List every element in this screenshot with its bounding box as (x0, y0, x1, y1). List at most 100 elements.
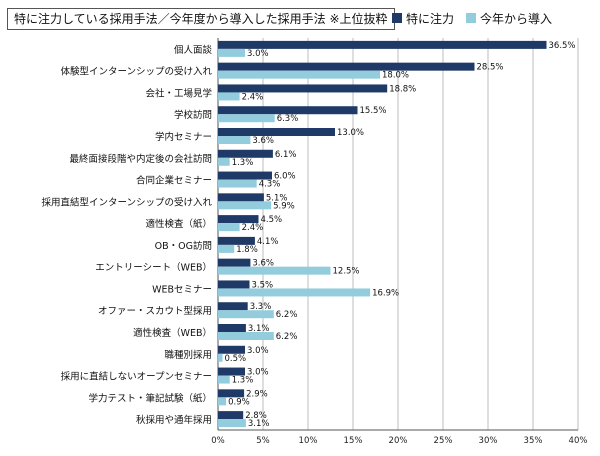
data-label-focus: 18.8% (389, 84, 416, 94)
bar-focus (218, 367, 245, 376)
category-label: 学校訪問 (174, 109, 212, 121)
data-label-new: 1.8% (236, 245, 258, 255)
bar-focus (218, 193, 264, 202)
category-label: 体験型インターンシップの受け入れ (60, 66, 212, 78)
bar-new (218, 114, 275, 123)
bar-new (218, 70, 380, 79)
data-label-focus: 4.5% (261, 215, 283, 225)
x-tick-label: 10% (299, 436, 318, 446)
data-label-new: 0.5% (225, 354, 247, 364)
bar-new (218, 92, 240, 101)
bar-focus (218, 215, 259, 224)
chart-title: 特に注力している採用手法／今年度から導入した採用手法 ※上位抜粋 (7, 8, 395, 30)
bar-focus (218, 40, 547, 49)
category-label: 学力テスト・筆記試験（紙） (88, 392, 212, 404)
bar-new (218, 179, 257, 188)
data-label-focus: 3.3% (250, 302, 272, 312)
data-label-focus: 3.0% (247, 346, 269, 356)
data-label-new: 3.1% (248, 419, 270, 429)
bar-new (218, 244, 235, 253)
data-label-focus: 2.9% (246, 389, 268, 399)
data-label-new: 16.9% (372, 288, 399, 298)
category-label: OB・OG訪問 (155, 240, 212, 252)
legend-swatch-focus (392, 13, 402, 23)
category-label: 職種別採用 (164, 349, 212, 361)
data-label-focus: 3.5% (252, 280, 274, 290)
bar-focus (218, 324, 246, 332)
data-label-focus: 13.0% (337, 128, 364, 138)
data-label-focus: 28.5% (477, 63, 504, 73)
data-label-new: 1.3% (232, 376, 254, 386)
data-label-focus: 3.6% (252, 259, 274, 269)
bar-focus (218, 302, 248, 311)
data-label-new: 1.3% (232, 158, 254, 168)
category-label: 最終面接段階や内定後の会社訪問 (69, 153, 212, 165)
data-label-new: 3.6% (252, 136, 274, 146)
bar-new (218, 266, 331, 275)
x-tick-label: 20% (389, 436, 408, 446)
category-label: オファー・スカウト型採用 (98, 305, 212, 317)
x-tick-label: 30% (479, 436, 498, 446)
bar-focus (218, 149, 273, 158)
data-label-focus: 4.1% (257, 237, 279, 247)
data-label-new: 2.4% (242, 223, 264, 233)
x-tick-label: 35% (524, 436, 543, 446)
x-tick-label: 15% (344, 436, 363, 446)
bar-new (218, 201, 272, 210)
legend-item-focus: 特に注力 (392, 10, 454, 27)
bar-new (218, 223, 240, 232)
bar-focus (218, 258, 251, 267)
data-label-new: 2.4% (242, 92, 264, 102)
x-tick-label: 40% (569, 436, 588, 446)
data-label-new: 6.2% (276, 332, 298, 342)
bar-focus (218, 280, 250, 289)
data-label-focus: 15.5% (360, 106, 387, 116)
category-label: 採用に直結しないオープンセミナー (61, 371, 212, 383)
legend-label-new: 今年から導入 (480, 11, 553, 26)
legend-swatch-new (466, 13, 477, 23)
bar-new (218, 288, 371, 297)
category-label: WEBセミナー (152, 284, 212, 295)
data-label-focus: 2.8% (245, 411, 267, 421)
bar-focus (218, 128, 335, 136)
legend: 特に注力 今年から導入 (392, 8, 564, 28)
bar-new (218, 419, 246, 428)
category-label: 合同企業セミナー (136, 175, 212, 187)
bar-new (218, 157, 230, 166)
bar-focus (218, 171, 272, 180)
data-label-focus: 3.0% (247, 368, 269, 378)
data-label-new: 6.3% (277, 114, 299, 124)
bar-focus (218, 62, 475, 71)
data-label-new: 12.5% (333, 267, 360, 277)
data-label-new: 6.2% (276, 310, 298, 320)
bar-new (218, 310, 274, 319)
category-label: 学内セミナー (155, 131, 212, 143)
bar-new (218, 397, 227, 406)
legend-item-new: 今年から導入 (466, 10, 552, 27)
data-label-focus: 3.1% (248, 324, 270, 334)
data-label-focus: 6.0% (274, 172, 296, 182)
data-label-focus: 6.1% (275, 150, 297, 160)
bar-new (218, 353, 223, 362)
bar-focus (218, 345, 245, 354)
category-label: 秋採用や通年採用 (136, 414, 212, 426)
data-label-new: 0.9% (228, 397, 250, 407)
x-tick-label: 0% (211, 436, 225, 446)
data-label-focus: 5.1% (266, 193, 288, 203)
bar-focus (218, 411, 244, 420)
data-label-new: 4.3% (259, 180, 281, 190)
category-label: 適性検査（紙） (145, 218, 212, 230)
data-label-new: 5.9% (273, 201, 295, 211)
bar-focus (218, 106, 358, 115)
x-tick-label: 5% (256, 436, 270, 446)
category-label: 適性検査（WEB） (133, 327, 212, 339)
bar-new (218, 48, 245, 57)
category-label: 会社・工場見学 (145, 87, 212, 99)
category-label: エントリーシート（WEB） (95, 262, 212, 274)
bar-focus (218, 84, 388, 93)
data-label-focus: 36.5% (549, 41, 576, 51)
bar-focus (218, 389, 245, 398)
bar-new (218, 332, 274, 340)
data-label-new: 3.0% (247, 49, 269, 59)
